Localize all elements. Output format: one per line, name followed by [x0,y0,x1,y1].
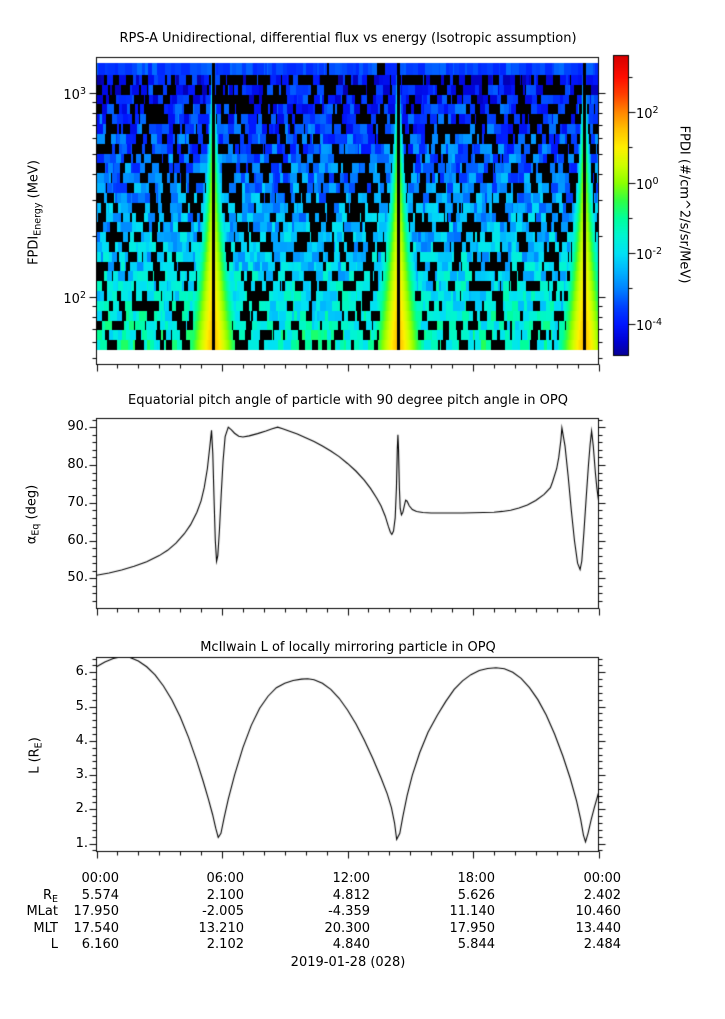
mcilwain-ytick-label: 3. [75,767,88,782]
spectrogram-ytick-label: 103 [63,86,86,103]
annotation-value: 5.844 [457,937,495,952]
time-tick-label: 18:00 [457,871,495,886]
pitch-ytick-label: 60. [67,533,88,548]
mcilwain-ytick-label: 2. [75,801,88,816]
colorbar-tick-label: 10-4 [636,317,663,334]
mcilwain-ytick-label: 4. [75,733,88,748]
pitch-ytick-label: 90. [67,419,88,434]
annotation-value: 2.402 [583,887,621,903]
colorbar-label: FPDI (#/cm^2/s/sr/MeV) [676,125,692,284]
time-tick-label: 12:00 [332,871,370,886]
date-label: 2019-01-28 (028) [290,955,406,970]
spectrogram-title: RPS-A Unidirectional, differential flux … [119,31,577,46]
annotation-row-label: MLat [26,904,58,919]
spectrogram-ylabel: FPDIEnergy (MeV) [26,160,44,265]
mcilwain-ytick-label: 1. [75,836,88,851]
pitch-ytick-label: 50. [67,570,88,585]
annotation-value: 2.100 [206,887,244,903]
annotation-value: -2.005 [202,904,244,919]
annotation-value: 5.574 [81,887,119,903]
colorbar-tick-label: 102 [636,105,659,122]
pitch-title: Equatorial pitch angle of particle with … [128,393,568,408]
annotation-row-label: L [50,937,58,952]
time-tick-label: 00:00 [583,871,621,886]
colorbar-tick-label: 10-2 [636,246,663,263]
annotation-value: 17.540 [73,920,120,936]
annotation-value: 4.812 [332,887,370,903]
annotation-value: 17.950 [73,904,120,919]
pitch-ytick-label: 80. [67,457,88,472]
annotation-value: 5.626 [457,887,495,903]
annotation-value: 13.440 [575,920,622,936]
annotation-value: 20.300 [324,920,371,936]
mcilwain-title: McIlwain L of locally mirroring particle… [200,640,496,655]
annotation-value: 13.210 [198,920,245,936]
pitch-ytick-label: 70. [67,495,88,510]
mcilwain-ytick-label: 6. [75,664,88,679]
time-tick-label: 06:00 [206,871,244,886]
annotation-row-label: RE [42,887,58,905]
annotation-row-label: MLT [33,920,58,936]
annotation-value: 10.460 [575,904,622,919]
annotation-value: 11.140 [449,904,496,919]
annotation-value: -4.359 [328,904,370,919]
annotation-value: 2.102 [206,937,244,952]
colorbar-tick-label: 100 [636,176,659,193]
annotation-value: 6.160 [81,937,119,952]
mcilwain-ytick-label: 5. [75,699,88,714]
time-tick-label: 00:00 [81,871,119,886]
spectrogram-ytick-label: 102 [63,290,86,307]
annotation-value: 2.484 [583,937,621,952]
mcilwain-ylabel: L (RE) [27,737,45,774]
annotation-value: 17.950 [449,920,496,936]
annotation-value: 4.840 [332,937,370,952]
